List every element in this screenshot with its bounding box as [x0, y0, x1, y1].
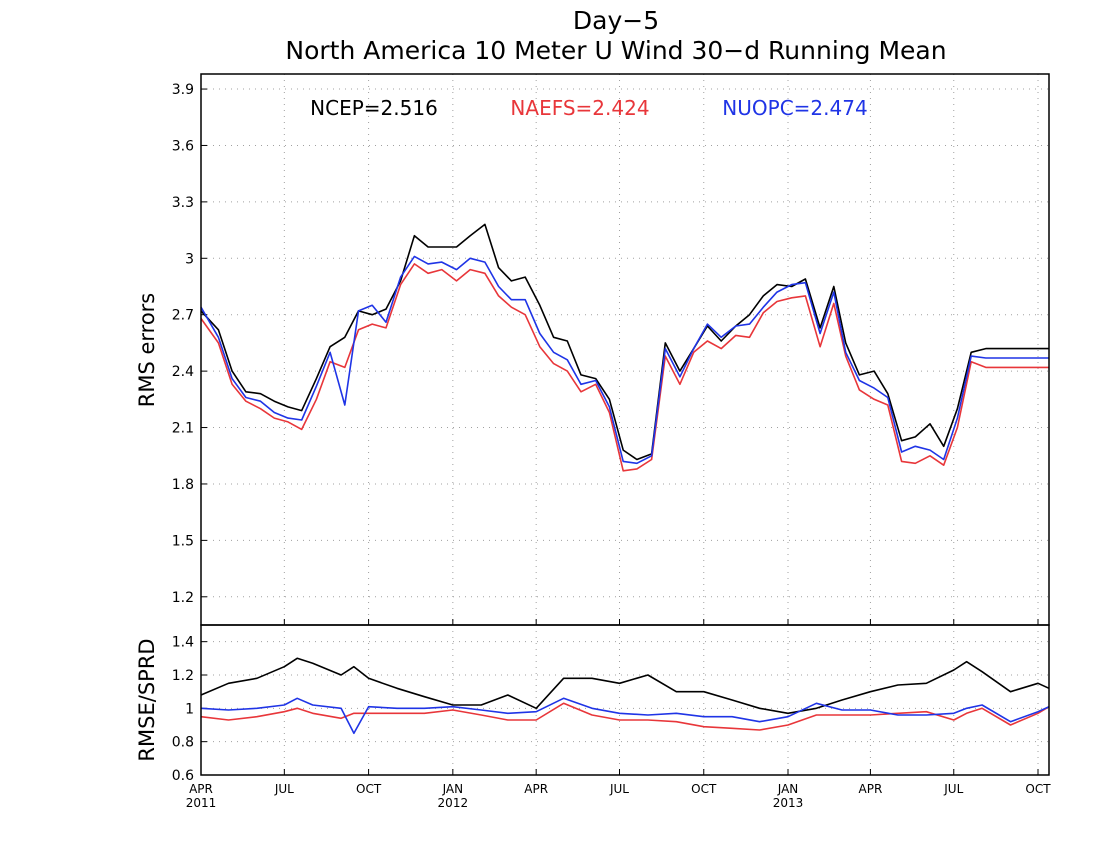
series-line-naefs: [200, 263, 1049, 472]
x-tick-year: 2012: [438, 796, 469, 810]
y-axis-label: RMS errors: [135, 293, 159, 408]
y-tick-label: 1.2: [172, 668, 194, 684]
y-tick-label: 3.6: [172, 138, 194, 154]
chart-title-line2: North America 10 Meter U Wind 30−d Runni…: [285, 36, 946, 65]
legend-naefs: NAEFS=2.424: [510, 96, 649, 120]
x-tick-label: JUL: [943, 782, 963, 796]
x-tick-label: APR: [859, 782, 883, 796]
plot-panels: 1.2 1.5 1.8 2.1 2.4 2.7 3 3.3 3.6 3.9 RMS errors NC…: [135, 73, 1052, 810]
plot-frame: [200, 624, 1050, 776]
chart-title-line1: Day−5: [573, 6, 659, 35]
series-line-nuopc: [200, 697, 1050, 735]
y-tick-label: 3.9: [172, 82, 194, 98]
series-line-ncep: [200, 657, 1050, 715]
y-tick-label: 2.4: [172, 364, 194, 380]
y-tick-label: 1.8: [172, 477, 194, 493]
y-tick-label: 1.2: [172, 590, 194, 606]
x-tick-label: JUL: [609, 782, 629, 796]
panel-2: 0.6 0.8 1 1.2 1.4 RMSE/SPRD: [135, 624, 1050, 784]
legend-nuopc: NUOPC=2.474: [722, 96, 867, 120]
y-tick-label: 1.4: [172, 635, 194, 651]
x-tick-label: OCT: [691, 782, 717, 796]
x-tick-label: JAN: [777, 782, 799, 796]
y-axis-label: RMSE/SPRD: [135, 638, 159, 761]
y-tick-label: 1.5: [172, 533, 194, 549]
panel-1: 1.2 1.5 1.8 2.1 2.4 2.7 3 3.3 3.6 3.9 RMS errors NC…: [135, 73, 1050, 626]
x-tick-label: JAN: [442, 782, 464, 796]
x-tick-label: OCT: [356, 782, 382, 796]
x-tick-label: APR: [524, 782, 548, 796]
x-tick-label: APR: [189, 782, 213, 796]
y-tick-label: 3: [185, 251, 194, 267]
x-tick-year: 2013: [773, 796, 804, 810]
y-tick-label: 0.6: [172, 768, 194, 784]
x-tick-year: 2011: [186, 796, 217, 810]
x-tick-label: JUL: [274, 782, 294, 796]
y-tick-label: 3.3: [172, 195, 194, 211]
series-line-ncep: [200, 223, 1049, 461]
x-tick-label: OCT: [1025, 782, 1051, 796]
series-line-nuopc: [200, 255, 1049, 465]
y-tick-label: 0.8: [172, 735, 194, 751]
legend-ncep: NCEP=2.516: [310, 96, 438, 120]
y-tick-label: 2.7: [172, 308, 194, 324]
y-tick-label: 2.1: [172, 421, 194, 437]
y-tick-label: 1: [185, 701, 194, 717]
